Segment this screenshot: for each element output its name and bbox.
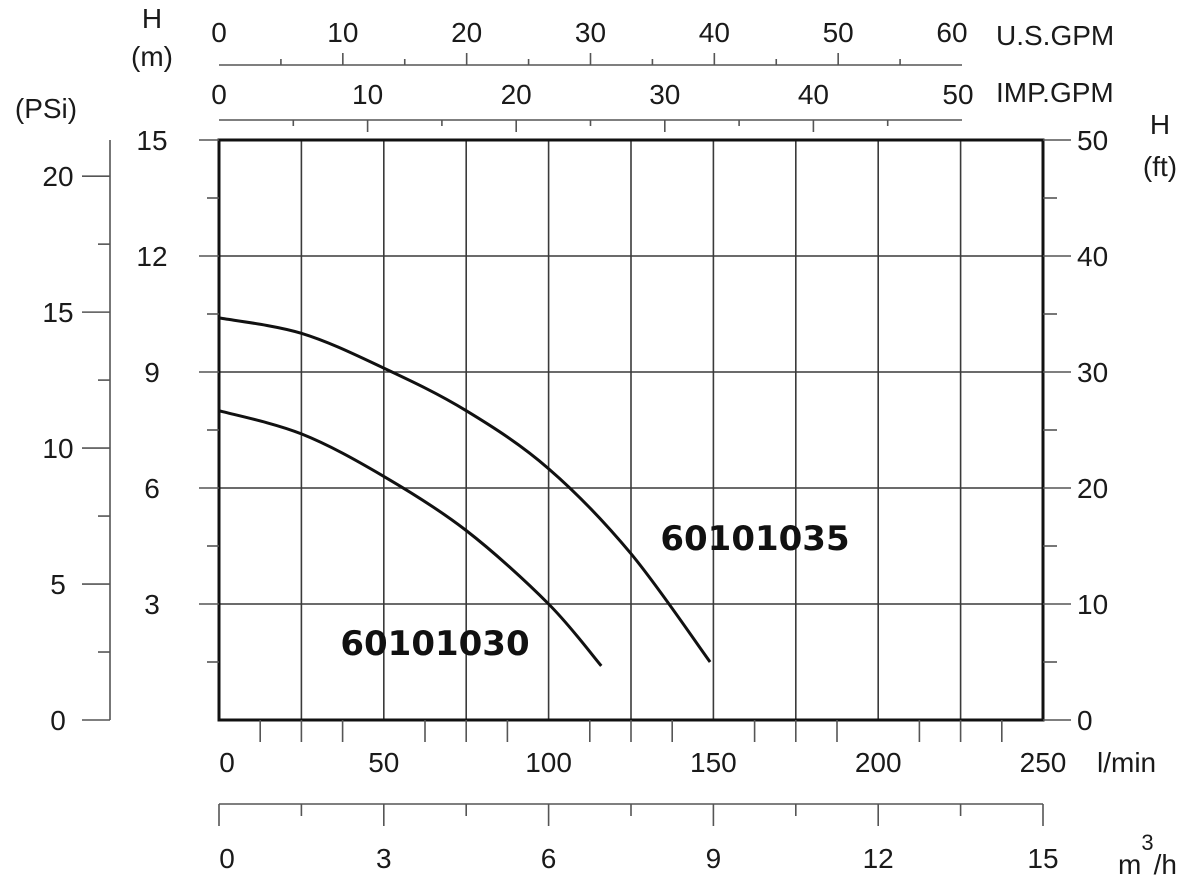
x-us-gpm-tick-label: 0	[211, 17, 227, 48]
x-lmin-tick-label: 0	[219, 747, 235, 778]
series: 60101035 60101030	[218, 316, 850, 667]
x-imp-gpm-tick-label: 10	[352, 79, 383, 110]
x-imp-gpm-tick-label: 40	[798, 79, 829, 110]
x-us-gpm-unit: U.S.GPM	[996, 20, 1114, 51]
y-ft-tick-label: 20	[1077, 473, 1108, 504]
y-psi-tick-label: 0	[50, 705, 66, 736]
x-m3h-tick-label: 9	[706, 843, 722, 874]
y-ft-tick-label: 50	[1077, 125, 1108, 156]
x-m3h-tick-label: 3	[376, 843, 392, 874]
y-ft-tick-label: 10	[1077, 589, 1108, 620]
x-m3h-tick-label: 0	[219, 843, 235, 874]
x-m3h-tick-label: 15	[1027, 843, 1058, 874]
grid	[219, 140, 1043, 720]
x-lmin-tick-label: 150	[690, 747, 737, 778]
y-ft-tick-label: 0	[1077, 705, 1093, 736]
y-ft-unit: (ft)	[1143, 151, 1177, 182]
series-curve-60101030	[218, 409, 603, 667]
y-m-unit: (m)	[131, 41, 173, 72]
y-m-unit-h: H	[142, 3, 162, 34]
y-m-tick-label: 6	[144, 473, 160, 504]
x-m3h-tick-label: 12	[863, 843, 894, 874]
x-lmin-tick-label: 50	[368, 747, 399, 778]
y-psi-tick-label: 15	[42, 297, 73, 328]
x-us-gpm-tick-label: 50	[823, 17, 854, 48]
x-us-gpm-tick-label: 20	[451, 17, 482, 48]
y-psi-tick-label: 10	[42, 433, 73, 464]
x-imp-gpm-tick-label: 20	[501, 79, 532, 110]
x-lmin-tick-label: 200	[855, 747, 902, 778]
x-m3h-unit-base: m	[1118, 849, 1141, 880]
y-ft-tick-label: 40	[1077, 241, 1108, 272]
y-m-tick-label: 15	[136, 125, 167, 156]
x-imp-gpm-tick-label: 50	[942, 79, 973, 110]
x-lmin-tick-label: 100	[525, 747, 572, 778]
x-m3h-unit-sup: 3	[1141, 830, 1153, 855]
x-imp-gpm-tick-label: 30	[649, 79, 680, 110]
x-us-gpm-tick-label: 40	[699, 17, 730, 48]
series-curve-60101035	[218, 316, 712, 663]
y-m-tick-label: 9	[144, 357, 160, 388]
x-lmin-tick-label: 250	[1020, 747, 1067, 778]
y-psi-unit: (PSi)	[15, 93, 77, 124]
series-label-60101030: 60101030	[340, 624, 529, 664]
y-m-tick-label: 12	[136, 241, 167, 272]
x-m3h-unit: m3/h	[1118, 830, 1177, 880]
x-us-gpm-tick-label: 60	[936, 17, 967, 48]
y-m-tick-label: 3	[144, 589, 160, 620]
x-m3h-unit-tail: /h	[1154, 849, 1177, 880]
x-m3h-tick-label: 6	[541, 843, 557, 874]
x-imp-gpm-tick-label: 0	[211, 79, 227, 110]
x-lmin-unit: l/min	[1097, 747, 1156, 778]
x-us-gpm-tick-label: 10	[327, 17, 358, 48]
x-imp-gpm-unit: IMP.GPM	[996, 77, 1114, 108]
y-psi-tick-label: 20	[42, 161, 73, 192]
y-psi-tick-label: 5	[50, 569, 66, 600]
series-label-60101035: 60101035	[660, 519, 849, 559]
y-ft-tick-label: 30	[1077, 357, 1108, 388]
y-ft-unit-h: H	[1150, 109, 1170, 140]
x-us-gpm-tick-label: 30	[575, 17, 606, 48]
